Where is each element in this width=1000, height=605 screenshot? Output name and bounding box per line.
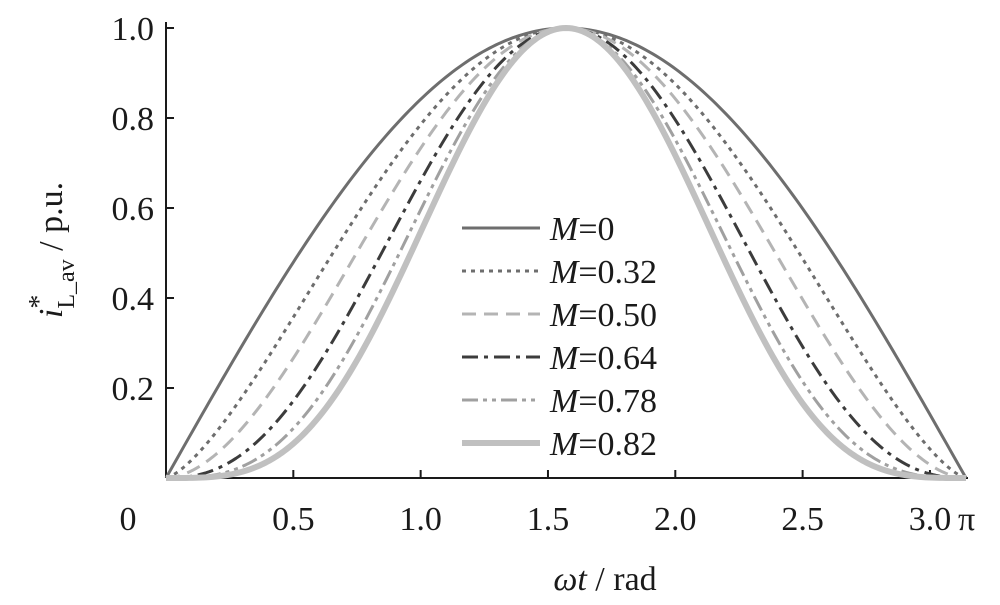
series-line-1 — [165, 26, 967, 480]
y-axis-title-sup: * — [24, 295, 55, 309]
legend-label-3: M=0.64 — [549, 340, 657, 377]
x-end-label: π — [958, 501, 975, 538]
x-tick-label: 0.5 — [272, 501, 315, 538]
x-tick-label: 3.0 — [909, 501, 952, 538]
axes — [165, 22, 968, 479]
legend: M=0 M=0.32 M=0.50 M=0.64 M=0.78 M=0.82 — [462, 211, 657, 463]
legend-label-5: M=0.82 — [549, 426, 657, 463]
y-axis-title-var: i — [33, 309, 70, 318]
y-tick-label: 0.4 — [112, 281, 155, 318]
x-tick-label: 0 — [120, 501, 137, 538]
series-lines — [164, 25, 968, 481]
y-axis-title-sub: L_av — [54, 259, 80, 308]
x-tick-label: 2.5 — [781, 501, 824, 538]
legend-label-1: M=0.32 — [549, 254, 657, 291]
y-ticks: 0.2 0.4 0.6 0.8 1.0 — [112, 11, 174, 408]
y-tick-label: 1.0 — [112, 11, 155, 48]
legend-label-2: M=0.50 — [549, 297, 657, 334]
y-axis-title-unit: / p.u. — [33, 182, 70, 259]
y-tick-label: 0.2 — [112, 371, 155, 408]
legend-label-4: M=0.78 — [549, 383, 657, 420]
x-axis-title-var: ωt — [553, 561, 588, 598]
svg-text:i*L_av / p.u.: i*L_av / p.u. — [24, 182, 80, 318]
x-tick-label: 1.0 — [399, 501, 442, 538]
series-line-3 — [165, 26, 967, 480]
x-axis-title-unit: / rad — [587, 561, 657, 598]
legend-label-0: M=0 — [549, 211, 615, 248]
x-axis-title: ωt / rad — [553, 561, 656, 598]
y-tick-label: 0.8 — [112, 101, 155, 138]
x-tick-label: 2.0 — [654, 501, 697, 538]
y-axis-title: i*L_av / p.u. — [24, 182, 80, 318]
series-line-5 — [166, 25, 966, 481]
y-tick-label: 0.6 — [112, 191, 155, 228]
x-tick-label: 1.5 — [527, 501, 570, 538]
x-ticks: 0 0.5 1.0 1.5 2.0 2.5 3.0 — [120, 470, 952, 538]
